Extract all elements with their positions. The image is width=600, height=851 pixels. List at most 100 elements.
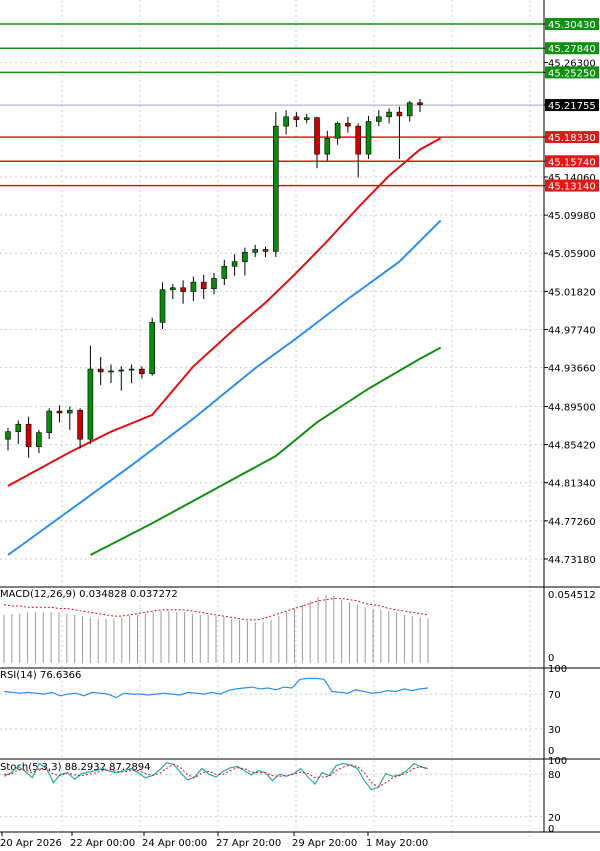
resistance-label: 45.25250 bbox=[548, 68, 596, 79]
candle bbox=[5, 427, 11, 451]
time-tick-label: 29 Apr 20:00 bbox=[292, 838, 357, 849]
candle-body bbox=[159, 289, 166, 323]
candle-body bbox=[293, 116, 300, 120]
current-price-label: 45.21755 bbox=[548, 101, 596, 112]
candle-body bbox=[345, 123, 351, 127]
candle bbox=[200, 274, 207, 300]
resistance-tag: 45.27840 bbox=[545, 42, 599, 55]
macd-signal-line bbox=[3, 597, 429, 621]
candle-body bbox=[386, 111, 392, 118]
candle bbox=[252, 244, 258, 257]
candle-body bbox=[149, 322, 155, 375]
stoch-title: Stoch(5,3,3) 88.2932 87.2894 bbox=[0, 762, 151, 773]
candle-body bbox=[170, 287, 176, 290]
stoch-tick-label: 80 bbox=[548, 770, 561, 781]
time-tick-label: 24 Apr 00:00 bbox=[142, 838, 207, 849]
candle bbox=[355, 123, 362, 178]
stoch-signal-line bbox=[4, 763, 429, 788]
price-tick-label: 45.26300 bbox=[548, 59, 596, 70]
candle bbox=[262, 246, 269, 257]
price-tick-label: 45.05900 bbox=[548, 249, 596, 260]
macd-tick-label: 0 bbox=[548, 653, 554, 664]
candle bbox=[303, 113, 310, 124]
candle bbox=[67, 406, 73, 430]
rsi-tick-label: 70 bbox=[548, 690, 561, 701]
candle bbox=[128, 364, 135, 384]
support-label: 45.13140 bbox=[548, 182, 596, 193]
candle bbox=[87, 345, 94, 444]
candle bbox=[386, 108, 392, 124]
candle-body bbox=[87, 368, 94, 440]
candle bbox=[97, 356, 104, 385]
candle bbox=[345, 116, 351, 133]
candle-body bbox=[200, 281, 207, 290]
candle bbox=[396, 106, 403, 159]
price-tick-label: 44.77260 bbox=[548, 517, 596, 528]
candle bbox=[15, 420, 22, 444]
candle bbox=[108, 364, 114, 384]
stoch-tick-label: 20 bbox=[548, 813, 561, 824]
moving-average-fast bbox=[7, 137, 442, 487]
candle-body bbox=[324, 137, 331, 155]
candle bbox=[365, 115, 372, 159]
candle bbox=[180, 280, 186, 304]
support-label: 45.18330 bbox=[548, 133, 596, 144]
candle bbox=[77, 408, 83, 449]
support-tag-bg bbox=[545, 155, 599, 168]
candle-body bbox=[46, 410, 53, 433]
support-tag: 45.18330 bbox=[545, 131, 599, 144]
candle-body bbox=[314, 117, 320, 155]
candle bbox=[170, 284, 176, 300]
candle-body bbox=[355, 125, 362, 155]
resistance-label: 45.30430 bbox=[548, 20, 596, 31]
stoch-tick-label: 100 bbox=[548, 756, 567, 767]
candle bbox=[36, 429, 42, 454]
candle-body bbox=[77, 409, 83, 440]
support-tag: 45.13140 bbox=[545, 179, 599, 193]
candle bbox=[324, 130, 331, 161]
macd-pane: MACD(12,26,9) 0.034828 0.037272 0.054512… bbox=[0, 589, 596, 664]
candle-body bbox=[118, 369, 125, 372]
candle bbox=[406, 100, 413, 122]
candle-body bbox=[231, 261, 238, 267]
moving-average-mid bbox=[7, 219, 442, 556]
candle bbox=[375, 110, 382, 127]
candle bbox=[139, 366, 145, 379]
resistance-tag: 45.30430 bbox=[545, 18, 599, 31]
candle-body bbox=[375, 116, 382, 122]
candle-body bbox=[15, 423, 22, 432]
rsi-tick-label: 0 bbox=[548, 746, 554, 757]
candle-body bbox=[180, 287, 186, 292]
candle bbox=[118, 366, 125, 391]
candle-body bbox=[242, 251, 248, 262]
candle bbox=[231, 254, 238, 276]
time-tick-label: 1 May 20:00 bbox=[366, 838, 428, 849]
price-tick-label: 45.09980 bbox=[548, 211, 596, 222]
candle-body bbox=[406, 102, 413, 117]
rsi-pane: RSI(14) 76.6366 100 70 30 0 bbox=[0, 664, 567, 757]
resistance-label: 45.27840 bbox=[548, 44, 596, 55]
current-price-tag-bg bbox=[545, 99, 599, 112]
candle bbox=[159, 282, 166, 329]
resistance-tag-bg bbox=[545, 42, 599, 55]
macd-title: MACD(12,26,9) 0.034828 0.037272 bbox=[0, 589, 178, 600]
support-tag-bg bbox=[545, 179, 599, 192]
candle-body bbox=[25, 423, 32, 447]
price-tick-label: 44.73180 bbox=[548, 555, 596, 566]
candle-body bbox=[262, 249, 269, 252]
candle-body bbox=[211, 278, 217, 290]
candle-body bbox=[128, 368, 135, 371]
candle-body bbox=[365, 121, 372, 155]
rsi-tick-label: 100 bbox=[548, 664, 567, 675]
candle-body bbox=[221, 266, 228, 279]
macd-tick-label: 0.054512 bbox=[548, 590, 596, 601]
candle bbox=[211, 272, 217, 295]
candle-body bbox=[139, 368, 145, 375]
price-tick-label: 44.93660 bbox=[548, 364, 596, 375]
rsi-tick-label: 30 bbox=[548, 725, 561, 736]
price-tick-label: 44.97740 bbox=[548, 325, 596, 336]
stoch-main-line bbox=[3, 762, 429, 791]
candle-body bbox=[417, 102, 423, 105]
